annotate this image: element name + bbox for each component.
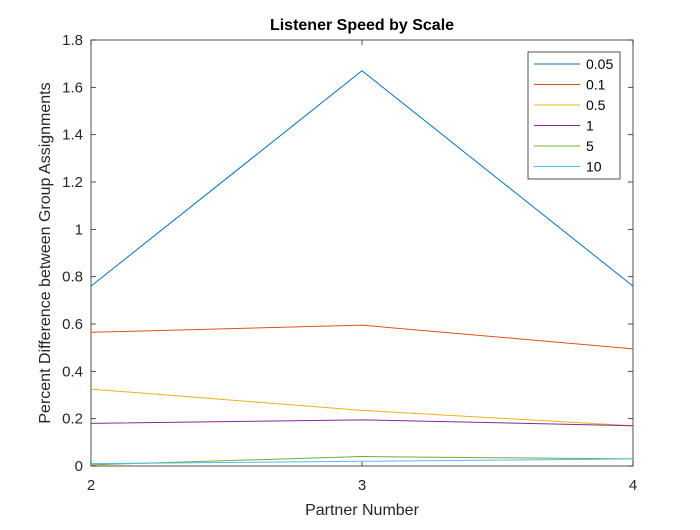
series-line-0.05: [90, 70, 634, 287]
x-tick-label: 4: [629, 477, 637, 494]
series-line-0.1: [90, 324, 634, 350]
y-tick-label: 0.8: [62, 269, 83, 286]
y-tick-label: 0.4: [62, 363, 83, 380]
legend-label: 0.05: [586, 56, 613, 72]
y-tick-label: 1: [75, 221, 83, 238]
series-line-0.5: [90, 388, 634, 427]
y-tick-label: 1.4: [62, 127, 83, 144]
legend-label: 5: [586, 138, 594, 154]
legend-label: 0.5: [586, 97, 606, 113]
y-tick-label: 1.8: [62, 32, 83, 49]
y-axis-title: Percent Difference between Group Assignm…: [37, 82, 54, 423]
y-tick-label: 1.6: [62, 79, 83, 96]
x-tick-label: 3: [358, 477, 366, 494]
series-line-1: [90, 419, 634, 427]
chart-title: Listener Speed by Scale: [270, 17, 454, 34]
series-line-5: [90, 456, 634, 466]
x-axis-title: Partner Number: [305, 502, 419, 519]
legend-box: [527, 51, 621, 180]
x-tick-label: 2: [87, 477, 95, 494]
y-tick-label: 0: [75, 458, 83, 475]
legend-label: 1: [586, 118, 594, 134]
legend: 0.05 0.1 0.5 1 5 10: [527, 51, 621, 180]
legend-label: 0.1: [586, 77, 606, 93]
series-line-10: [90, 458, 634, 465]
y-tick-label: 0.6: [62, 316, 83, 333]
y-tick-label: 1.2: [62, 174, 83, 191]
y-tick-label: 0.2: [62, 411, 83, 428]
legend-label: 10: [586, 159, 602, 175]
